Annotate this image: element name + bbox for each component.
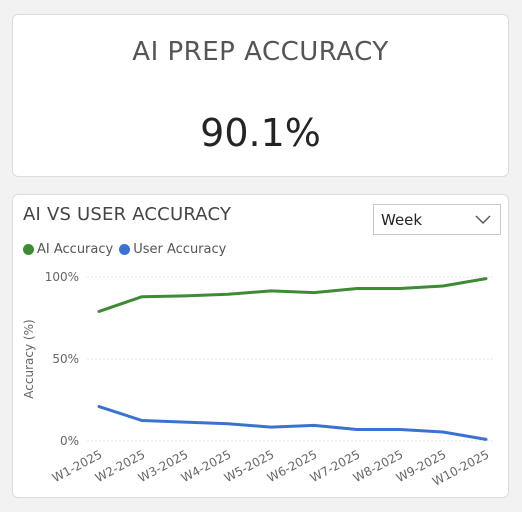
y-tick-label: 50%: [52, 352, 79, 366]
week-dropdown-value: Week: [381, 211, 423, 229]
legend-marker-icon: [119, 244, 131, 255]
kpi-value: 90.1%: [200, 111, 321, 155]
grid-lines: [87, 276, 493, 442]
y-tick-label: 0%: [60, 434, 79, 448]
series-lines: [97, 277, 488, 441]
series-line-ai-accuracy[interactable]: [97, 277, 488, 313]
y-tick-label: 100%: [45, 270, 79, 284]
week-dropdown[interactable]: Week: [373, 204, 501, 235]
y-axis-title: Accuracy (%): [22, 319, 36, 398]
legend-label: AI Accuracy: [37, 242, 114, 257]
kpi-title: AI PREP ACCURACY: [132, 37, 389, 67]
y-axis-ticks: 0% 50% 100%: [45, 270, 79, 448]
legend-item-ai-accuracy[interactable]: AI Accuracy: [23, 242, 113, 257]
chart-card: AI VS USER ACCURACY Week AI Accuracy Use…: [12, 194, 509, 498]
line-chart: 0% 50% 100% Accuracy (%) W1-2025W2-2025W3-…: [22, 270, 493, 489]
chart-legend: AI Accuracy User Accuracy: [23, 242, 232, 257]
legend-item-user-accuracy[interactable]: User Accuracy: [119, 242, 226, 257]
legend-marker-icon: [23, 244, 34, 255]
kpi-card: AI PREP ACCURACY 90.1%: [12, 14, 509, 177]
chart-title: AI VS USER ACCURACY: [23, 204, 232, 225]
legend-label: User Accuracy: [133, 242, 227, 257]
series-line-user-accuracy[interactable]: [97, 405, 488, 441]
chevron-down-icon: [474, 211, 492, 230]
x-axis-ticks: W1-2025W2-2025W3-2025W4-2025W5-2025W6-20…: [50, 447, 492, 488]
